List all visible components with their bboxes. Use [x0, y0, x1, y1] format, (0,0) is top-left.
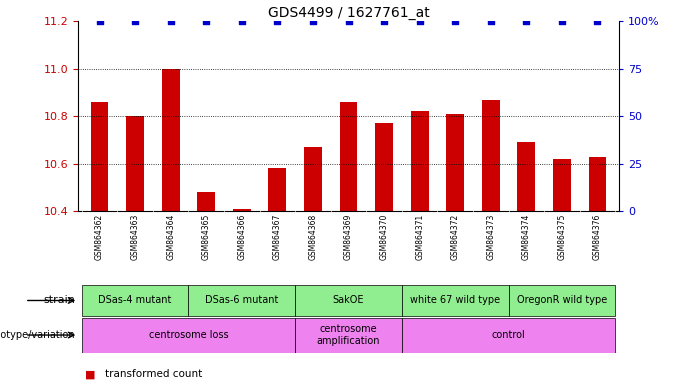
- Text: GSM864362: GSM864362: [95, 214, 104, 260]
- Text: OregonR wild type: OregonR wild type: [517, 295, 607, 306]
- Text: GSM864370: GSM864370: [379, 214, 388, 260]
- Bar: [339, 102, 358, 211]
- Bar: [90, 102, 108, 211]
- Text: GSM864364: GSM864364: [166, 214, 175, 260]
- Bar: [375, 123, 393, 211]
- Bar: [162, 69, 180, 211]
- Bar: [295, 285, 402, 316]
- Bar: [269, 169, 286, 211]
- Text: GSM864374: GSM864374: [522, 214, 531, 260]
- Bar: [126, 116, 144, 211]
- Point: [201, 18, 211, 24]
- Text: GSM864375: GSM864375: [558, 214, 566, 260]
- Point: [379, 18, 390, 24]
- Point: [449, 18, 460, 24]
- Text: GSM864376: GSM864376: [593, 214, 602, 260]
- Text: strain: strain: [43, 295, 75, 306]
- Point: [94, 18, 105, 24]
- Text: GSM864366: GSM864366: [237, 214, 246, 260]
- Point: [592, 18, 603, 24]
- Text: genotype/variation: genotype/variation: [0, 330, 75, 340]
- Point: [165, 18, 176, 24]
- Text: centrosome
amplification: centrosome amplification: [317, 324, 380, 346]
- Text: DSas-6 mutant: DSas-6 mutant: [205, 295, 279, 306]
- Text: ■: ■: [85, 369, 95, 379]
- Bar: [446, 114, 464, 211]
- Point: [272, 18, 283, 24]
- Text: GSM864369: GSM864369: [344, 214, 353, 260]
- Text: control: control: [492, 330, 526, 340]
- Bar: [402, 318, 615, 353]
- Text: white 67 wild type: white 67 wild type: [410, 295, 500, 306]
- Text: SakOE: SakOE: [333, 295, 364, 306]
- Bar: [82, 318, 295, 353]
- Bar: [82, 285, 188, 316]
- Text: GSM864372: GSM864372: [451, 214, 460, 260]
- Bar: [402, 285, 509, 316]
- Text: GSM864371: GSM864371: [415, 214, 424, 260]
- Point: [130, 18, 141, 24]
- Bar: [517, 142, 535, 211]
- Text: transformed count: transformed count: [105, 369, 203, 379]
- Point: [486, 18, 496, 24]
- Bar: [411, 111, 428, 211]
- Bar: [482, 99, 500, 211]
- Bar: [295, 318, 402, 353]
- Bar: [553, 159, 571, 211]
- Point: [521, 18, 532, 24]
- Point: [307, 18, 318, 24]
- Point: [237, 18, 248, 24]
- Bar: [304, 147, 322, 211]
- Bar: [509, 285, 615, 316]
- Bar: [233, 209, 251, 211]
- Bar: [197, 192, 215, 211]
- Text: GSM864368: GSM864368: [309, 214, 318, 260]
- Title: GDS4499 / 1627761_at: GDS4499 / 1627761_at: [268, 6, 429, 20]
- Point: [556, 18, 567, 24]
- Bar: [188, 285, 295, 316]
- Text: centrosome loss: centrosome loss: [149, 330, 228, 340]
- Text: GSM864373: GSM864373: [486, 214, 495, 260]
- Text: DSas-4 mutant: DSas-4 mutant: [99, 295, 172, 306]
- Point: [343, 18, 354, 24]
- Bar: [589, 157, 607, 211]
- Text: GSM864365: GSM864365: [202, 214, 211, 260]
- Text: GSM864363: GSM864363: [131, 214, 139, 260]
- Point: [414, 18, 425, 24]
- Text: GSM864367: GSM864367: [273, 214, 282, 260]
